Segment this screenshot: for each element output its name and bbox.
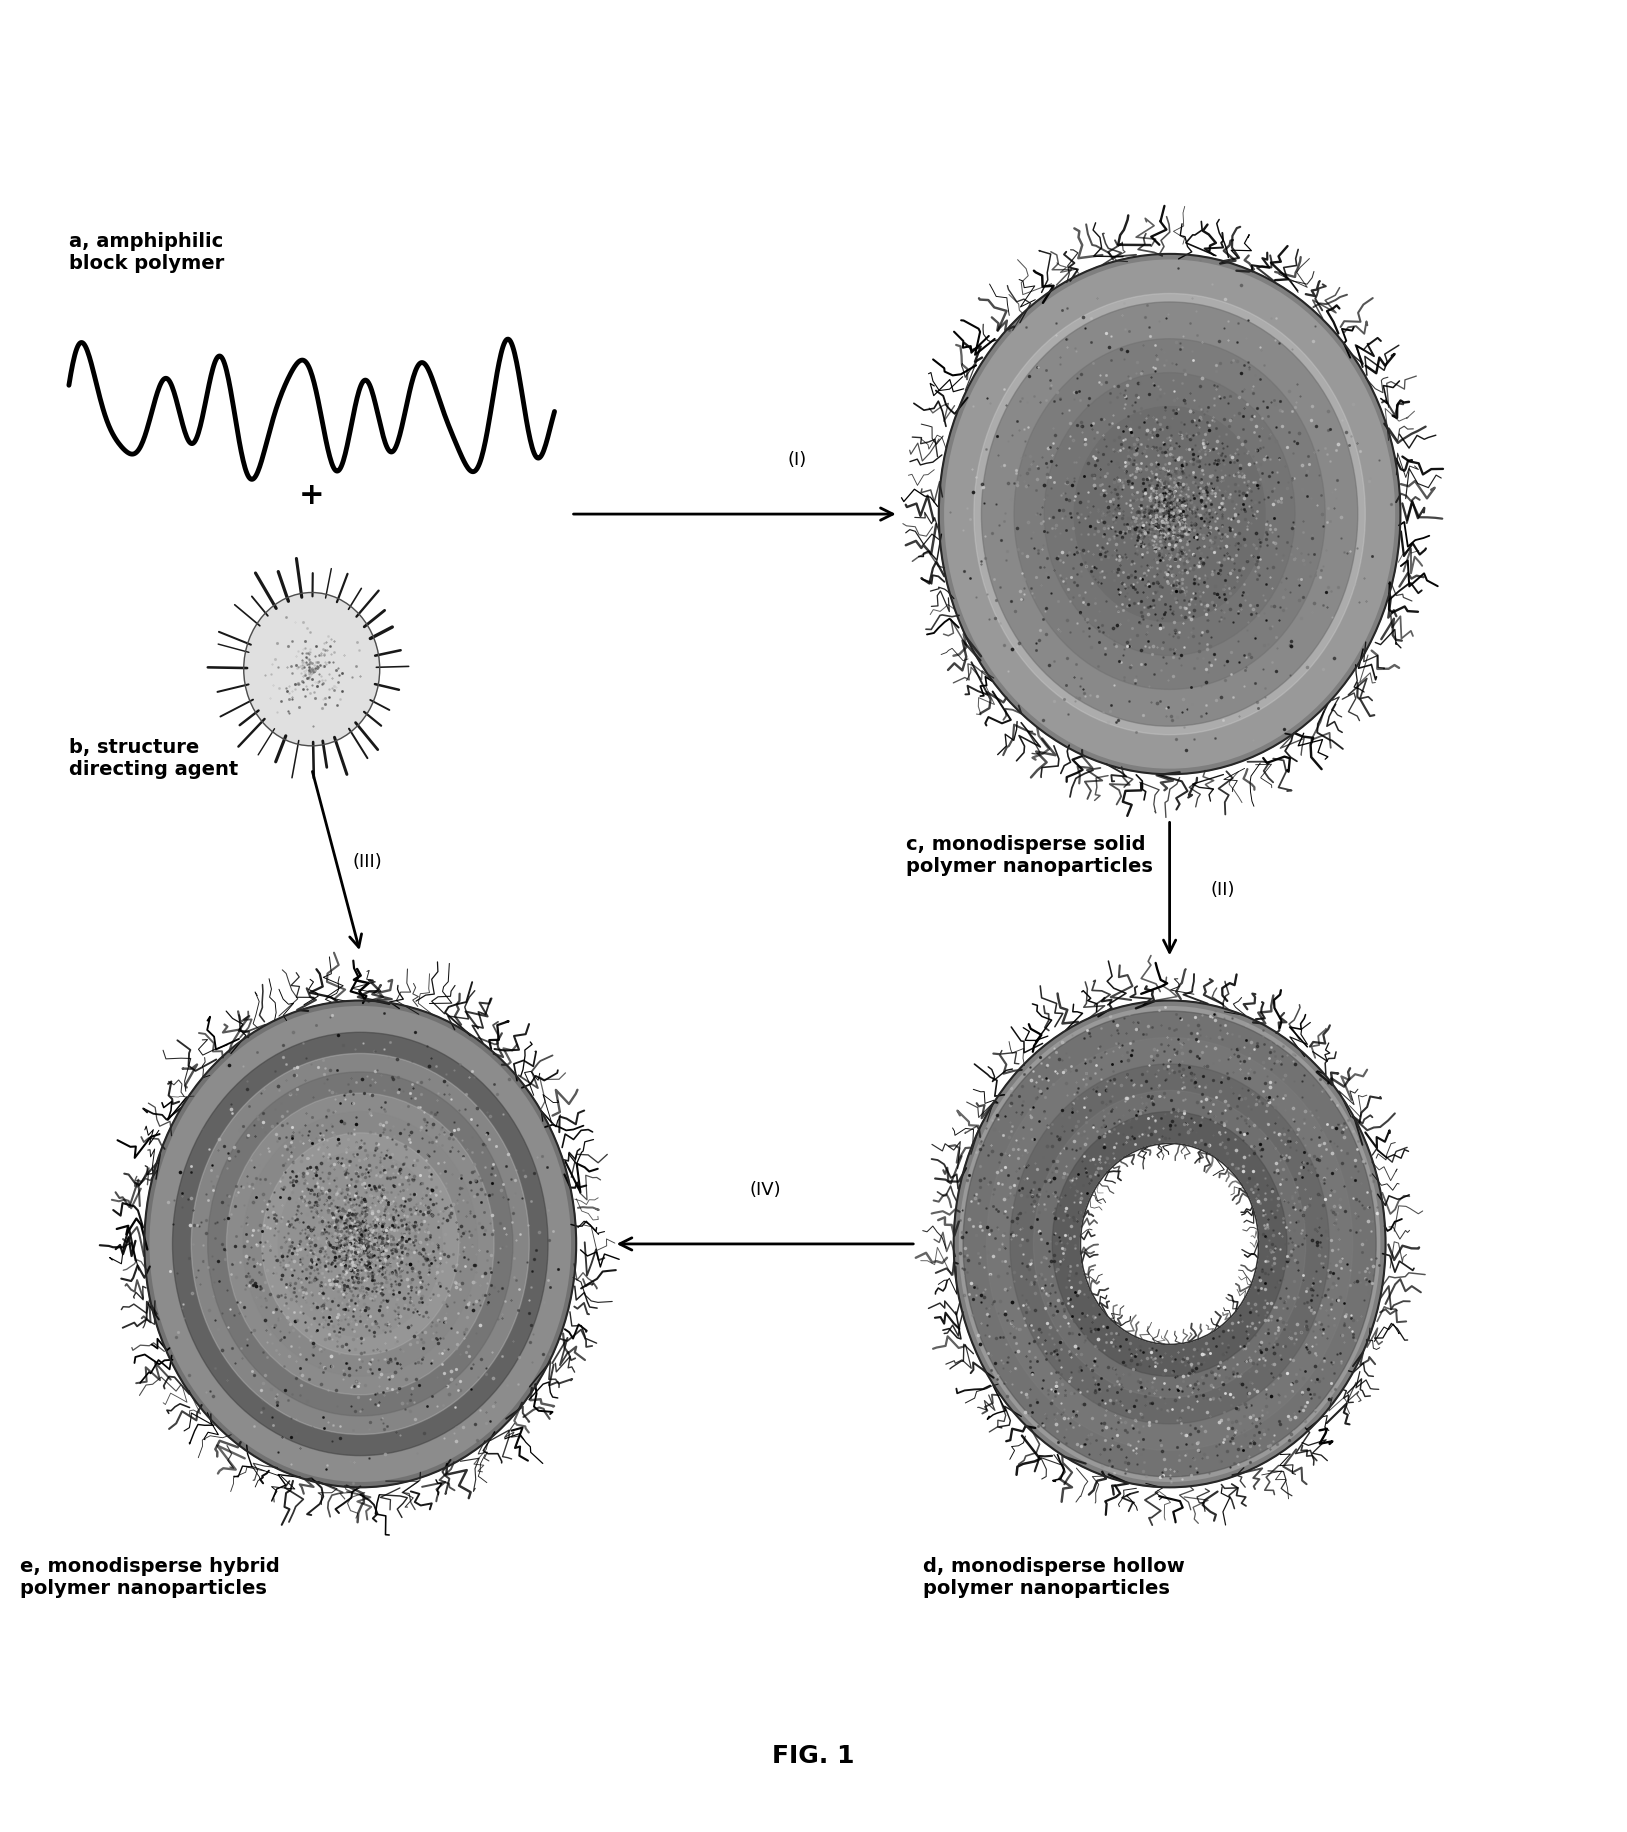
Text: (IV): (IV) <box>748 1180 781 1198</box>
Circle shape <box>1045 374 1295 656</box>
Circle shape <box>145 1000 576 1488</box>
Circle shape <box>1033 1090 1306 1398</box>
Circle shape <box>242 1112 478 1376</box>
Circle shape <box>1080 1143 1259 1345</box>
Circle shape <box>1074 407 1264 623</box>
Circle shape <box>192 1053 529 1434</box>
Circle shape <box>1010 1064 1329 1423</box>
Circle shape <box>244 594 379 746</box>
Circle shape <box>278 1152 443 1337</box>
Circle shape <box>986 1039 1352 1451</box>
Circle shape <box>939 255 1401 775</box>
Circle shape <box>953 1000 1386 1488</box>
Text: (III): (III) <box>351 852 382 870</box>
Circle shape <box>226 1094 495 1394</box>
Circle shape <box>963 1011 1376 1477</box>
Circle shape <box>208 1072 513 1416</box>
Text: a, amphiphilic
block polymer: a, amphiphilic block polymer <box>68 233 225 273</box>
Circle shape <box>314 1191 407 1297</box>
Circle shape <box>981 302 1359 727</box>
Text: d, monodisperse hollow
polymer nanoparticles: d, monodisperse hollow polymer nanoparti… <box>923 1557 1184 1598</box>
Text: c, monodisperse solid
polymer nanoparticles: c, monodisperse solid polymer nanopartic… <box>906 834 1154 876</box>
Text: b, structure
directing agent: b, structure directing agent <box>68 736 238 779</box>
Text: FIG. 1: FIG. 1 <box>773 1742 854 1766</box>
Text: +: + <box>299 480 324 509</box>
Text: (I): (I) <box>787 451 807 469</box>
Text: (II): (II) <box>1210 881 1235 898</box>
Text: e, monodisperse hybrid
polymer nanoparticles: e, monodisperse hybrid polymer nanoparti… <box>21 1557 280 1598</box>
Circle shape <box>975 295 1365 735</box>
Circle shape <box>1053 1112 1287 1376</box>
Circle shape <box>1014 339 1324 691</box>
Circle shape <box>1074 407 1264 623</box>
Circle shape <box>172 1033 548 1456</box>
Circle shape <box>262 1134 459 1356</box>
